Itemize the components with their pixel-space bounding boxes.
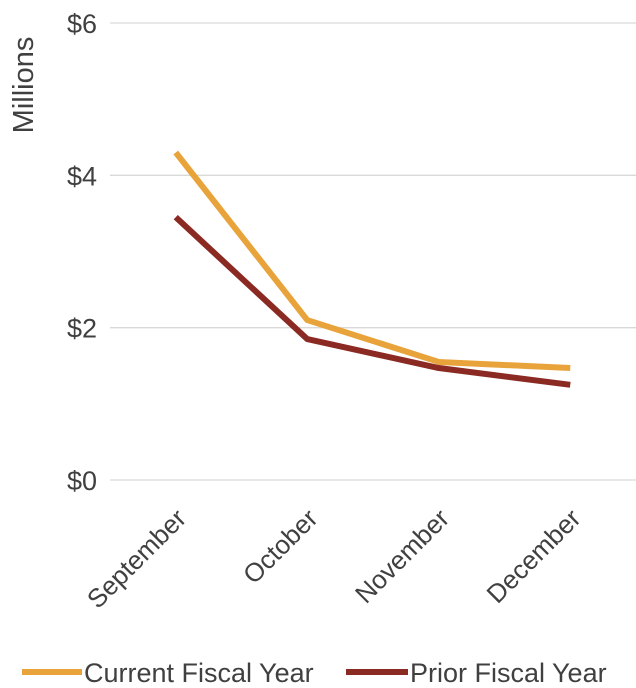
legend: Current Fiscal Year Prior Fiscal Year bbox=[22, 658, 607, 688]
series-lines bbox=[173, 150, 571, 388]
x-category-label: September bbox=[81, 503, 192, 614]
gridlines bbox=[110, 22, 636, 481]
y-axis-ticks: $0 $2 $4 $6 bbox=[67, 9, 97, 496]
x-axis-categories: September October November December bbox=[81, 503, 587, 614]
x-category-label: December bbox=[480, 503, 586, 609]
y-tick-label: $4 bbox=[67, 161, 97, 191]
series-line-0 bbox=[173, 150, 571, 372]
y-tick-label: $0 bbox=[67, 466, 97, 496]
legend-label: Current Fiscal Year bbox=[84, 658, 314, 688]
series-line-1 bbox=[173, 215, 571, 388]
x-category-label: November bbox=[349, 503, 455, 609]
y-tick-label: $6 bbox=[67, 9, 97, 39]
x-category-label: October bbox=[237, 503, 324, 590]
y-axis-title: Millions bbox=[8, 37, 40, 134]
y-tick-label: $2 bbox=[67, 314, 97, 344]
legend-label: Prior Fiscal Year bbox=[410, 658, 607, 688]
